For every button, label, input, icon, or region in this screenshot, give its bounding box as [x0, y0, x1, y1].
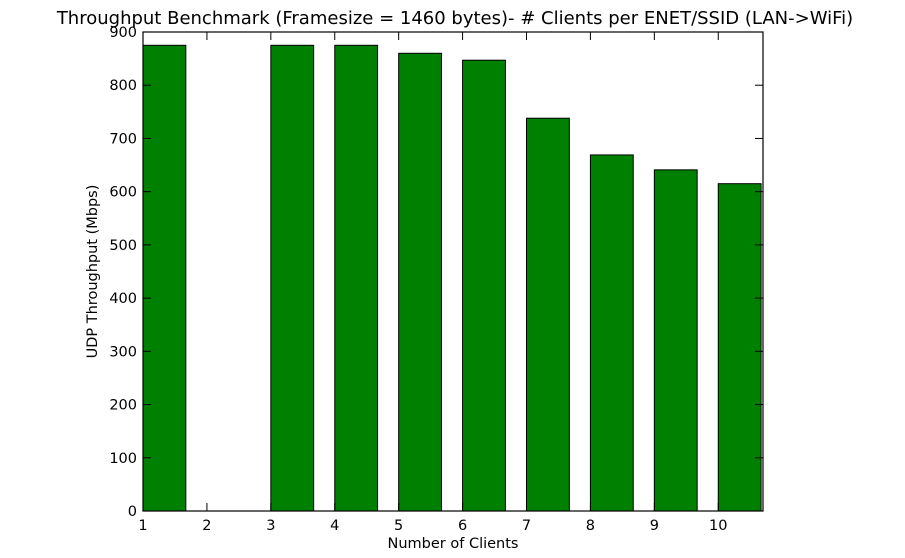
y-axis-ticks: 0 100 200 300 400 500 600 700 800 900	[109, 25, 763, 520]
bar-7	[526, 117, 570, 512]
y-tick-label: 200	[109, 398, 137, 414]
bar-1	[142, 44, 187, 512]
y-tick-label: 600	[109, 185, 137, 201]
bar-5	[398, 52, 442, 512]
x-tick-label: 10	[709, 518, 727, 534]
x-tick-label: 8	[586, 518, 595, 534]
bar-4	[334, 44, 379, 512]
y-tick-label: 100	[109, 451, 137, 467]
y-tick-label: 500	[109, 238, 137, 254]
x-tick-label: 1	[138, 518, 147, 534]
x-tick-label: 6	[458, 518, 467, 534]
x-tick-label: 7	[522, 518, 531, 534]
bars-group	[142, 44, 762, 512]
x-axis-ticks: 1 2 3 4 5 6 7 8 9 10	[138, 32, 727, 534]
x-tick-label: 2	[202, 518, 211, 534]
bar-3	[270, 44, 315, 512]
bar-8	[589, 154, 634, 512]
bar-9	[653, 169, 698, 512]
chart-title: Throughput Benchmark (Framesize = 1460 b…	[56, 8, 853, 29]
y-axis-label: UDP Throughput (Mbps)	[85, 185, 101, 359]
x-tick-label: 4	[330, 518, 339, 534]
y-tick-label: 300	[109, 344, 137, 360]
bar-6	[462, 59, 506, 512]
x-tick-label: 5	[394, 518, 403, 534]
y-tick-label: 700	[109, 131, 137, 147]
axes-frame	[142, 31, 764, 512]
x-axis-label: Number of Clients	[388, 536, 519, 552]
y-tick-label: 0	[128, 504, 137, 520]
y-tick-label: 400	[109, 291, 137, 307]
x-tick-label: 3	[266, 518, 275, 534]
y-tick-label: 800	[109, 78, 137, 94]
y-tick-label: 900	[109, 25, 137, 41]
bar-10	[717, 183, 762, 512]
x-tick-label: 9	[650, 518, 659, 534]
